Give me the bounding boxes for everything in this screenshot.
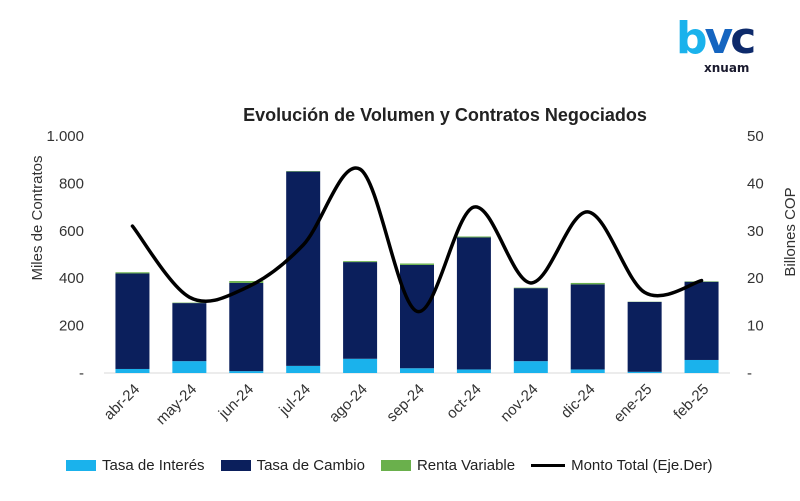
legend-swatch-tasa-cambio xyxy=(220,460,251,471)
bar-tasa-interes xyxy=(400,368,434,373)
line-series-monto-total xyxy=(130,166,704,314)
legend-label-monto-total: Monto Total (Eje.Der) xyxy=(571,457,713,474)
legend-item-tasa-interes: Tasa de Interés xyxy=(66,457,205,474)
legend-swatch-monto-total xyxy=(531,464,566,467)
y2-tick-label: 50 xyxy=(747,128,764,145)
legend-label-renta-variable: Renta Variable xyxy=(416,457,516,474)
chart-title: Evolución de Volumen y Contratos Negocia… xyxy=(243,105,647,125)
bar-renta-variable xyxy=(400,263,434,265)
legend-swatch-tasa-interes xyxy=(66,460,96,471)
bar-tasa-cambio xyxy=(400,264,434,369)
y2-tick-label: 30 xyxy=(747,223,764,240)
bar-tasa-interes xyxy=(343,358,378,373)
y-axis: - 200 400 600 800 1.000 xyxy=(46,128,84,382)
bar-tasa-interes xyxy=(627,371,662,373)
bar-tasa-cambio xyxy=(286,171,321,366)
x-tick-label: dic-24 xyxy=(558,381,599,422)
bar-tasa-interes xyxy=(115,368,150,373)
x-tick-label: jul-24 xyxy=(275,381,314,420)
x-tick-label: ago-24 xyxy=(326,381,371,426)
bar-tasa-interes xyxy=(570,369,605,373)
y-tick-label: 800 xyxy=(59,175,84,192)
bvc-logo: bvc xnuam xyxy=(676,14,760,80)
legend-item-tasa-cambio: Tasa de Cambio xyxy=(220,457,365,474)
y-tick-label: 600 xyxy=(59,223,84,240)
x-tick-label: feb-25 xyxy=(670,381,712,423)
bar-tasa-cambio xyxy=(627,301,662,372)
bar-renta-variable xyxy=(229,281,264,283)
x-tick-label: sep-24 xyxy=(383,381,427,425)
legend-label-tasa-cambio: Tasa de Cambio xyxy=(256,457,365,474)
legend-swatch-renta-variable xyxy=(380,460,411,471)
bar-renta-variable xyxy=(343,261,378,263)
x-tick-label: ene-25 xyxy=(610,381,655,426)
bar-tasa-cambio xyxy=(229,282,264,372)
legend-item-renta-variable: Renta Variable xyxy=(380,457,516,474)
bar-tasa-interes xyxy=(684,359,719,373)
bar-tasa-interes xyxy=(456,369,491,373)
x-tick-label: oct-24 xyxy=(443,381,485,423)
bar-tasa-cambio xyxy=(172,303,207,362)
legend-item-monto-total: Monto Total (Eje.Der) xyxy=(531,457,713,474)
bar-tasa-interes xyxy=(286,365,321,373)
bar-renta-variable xyxy=(570,282,605,285)
bar-tasa-interes xyxy=(229,371,264,373)
y-tick-label: 1.000 xyxy=(46,128,84,145)
y2-tick-label: 20 xyxy=(747,270,764,287)
x-tick-label: nov-24 xyxy=(497,381,541,425)
x-axis: abr-24 may-24 jun-24 jul-24 ago-24 sep-24 oct-… xyxy=(101,381,713,428)
y2-axis: - 10 20 30 40 50 xyxy=(747,128,764,382)
x-tick-label: jun-24 xyxy=(215,381,257,423)
bar-tasa-interes xyxy=(513,361,548,373)
y2-tick-label: 40 xyxy=(747,175,764,192)
legend-label-tasa-interes: Tasa de Interés xyxy=(102,457,205,474)
y-tick-label: 400 xyxy=(59,270,84,287)
bar-tasa-interes xyxy=(172,361,207,373)
bar-tasa-cambio xyxy=(115,273,150,369)
bar-tasa-cambio xyxy=(456,237,491,370)
legend: Tasa de Interés Tasa de Cambio Renta Var… xyxy=(66,457,729,474)
x-tick-label: may-24 xyxy=(153,381,200,428)
bar-renta-variable xyxy=(456,236,491,238)
bar-tasa-cambio xyxy=(684,281,719,360)
y2-axis-title: Billones COP xyxy=(782,187,799,276)
y2-tick-label: 10 xyxy=(747,318,764,335)
logo-subtext: xnuam xyxy=(704,61,750,75)
y2-tick-label: - xyxy=(747,365,752,382)
logo-wordmark: bvc xyxy=(676,13,756,64)
bar-series xyxy=(115,171,719,373)
bar-tasa-cambio xyxy=(570,284,605,370)
y-tick-label: 200 xyxy=(59,318,84,335)
x-tick-label: abr-24 xyxy=(101,381,144,424)
bar-tasa-cambio xyxy=(343,262,378,359)
bar-tasa-cambio xyxy=(513,288,548,362)
y-tick-label: - xyxy=(79,365,84,382)
bar-renta-variable xyxy=(115,272,150,274)
y-axis-title: Miles de Contratos xyxy=(29,155,46,280)
